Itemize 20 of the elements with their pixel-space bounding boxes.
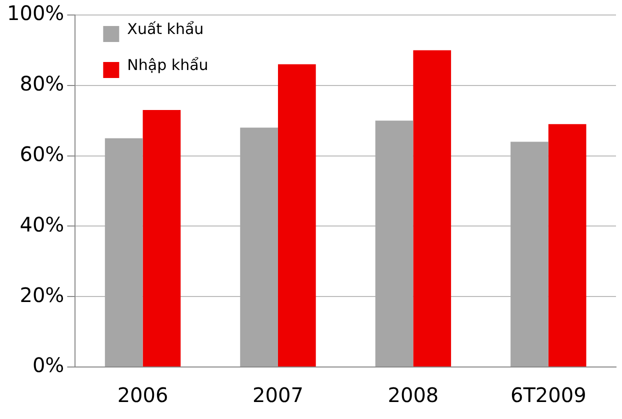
y-tick-label: 100%	[6, 1, 64, 26]
legend-label: Nhập khẩu	[127, 56, 208, 74]
y-tick-label: 60%	[20, 142, 64, 166]
bar	[104, 138, 143, 366]
y-tick-label: 0%	[32, 353, 64, 378]
bar	[375, 120, 414, 366]
x-tick-label: 6T2009	[510, 383, 586, 408]
bar	[548, 124, 586, 366]
bar	[142, 110, 181, 366]
x-tick-label: 2006	[117, 383, 168, 408]
y-tick-label: 40%	[20, 212, 64, 236]
x-tick-label: 2008	[388, 383, 439, 408]
x-tick-label: 2007	[252, 383, 304, 408]
bar	[240, 128, 278, 366]
y-tick-label: 80%	[20, 72, 64, 96]
bar	[510, 142, 548, 366]
bar	[278, 64, 316, 366]
y-tick-label: 20%	[20, 282, 64, 307]
legend-label: Xuất khẩu	[127, 20, 204, 38]
bar	[413, 50, 452, 366]
